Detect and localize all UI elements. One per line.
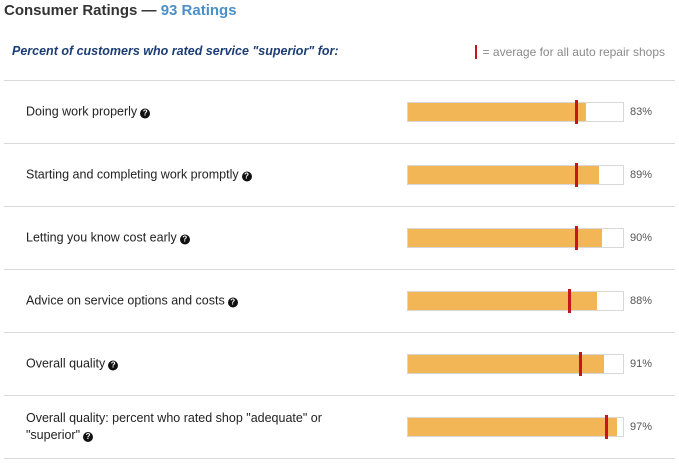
rating-row: Letting you know cost early? 90% — [4, 207, 675, 270]
rating-label: Overall quality? — [26, 356, 356, 373]
rating-bar-fill — [408, 292, 598, 310]
average-marker — [574, 226, 578, 250]
average-marker — [574, 100, 578, 124]
rating-row: Advice on service options and costs? 88% — [4, 270, 675, 333]
rating-row: Overall quality? 91% — [4, 333, 675, 396]
rating-percent: 89% — [630, 169, 653, 181]
rating-label: Doing work properly? — [26, 104, 356, 121]
rating-label: Starting and completing work promptly? — [26, 167, 356, 184]
rating-percent: 91% — [630, 358, 653, 370]
average-marker — [604, 415, 608, 439]
rating-percent: 90% — [630, 232, 653, 244]
ratings-title: Consumer Ratings — — [4, 2, 157, 19]
rating-row: Starting and completing work promptly? 89… — [4, 144, 675, 207]
rating-label-text: Starting and completing work promptly — [26, 167, 239, 182]
ratings-header: Consumer Ratings — 93 Ratings — [4, 2, 237, 19]
rating-row: Overall quality: percent who rated shop … — [4, 396, 675, 459]
rating-label: Overall quality: percent who rated shop … — [26, 410, 356, 444]
rating-bar-fill — [408, 229, 602, 247]
question-circle-icon[interactable]: ? — [108, 360, 119, 371]
question-circle-icon[interactable]: ? — [83, 432, 94, 442]
rating-bar-fill — [408, 166, 600, 184]
rating-bar — [407, 352, 624, 376]
rating-label-text: Letting you know cost early — [26, 230, 177, 245]
question-circle-icon[interactable]: ? — [179, 234, 190, 245]
rating-bar — [407, 226, 624, 250]
average-marker-icon — [474, 45, 477, 59]
average-marker — [568, 289, 572, 313]
average-marker — [579, 352, 582, 376]
rating-label-text: Advice on service options and costs — [26, 293, 225, 308]
rating-bar — [407, 289, 624, 313]
rating-percent: 83% — [630, 106, 653, 118]
rating-bar-fill — [408, 103, 587, 121]
rating-label: Letting you know cost early? — [26, 230, 356, 247]
ratings-list: Doing work properly? 83% Starting and comp… — [4, 80, 675, 459]
rating-label-text: Doing work properly — [26, 104, 138, 119]
average-legend: = average for all auto repair shops — [474, 45, 665, 59]
rating-bar — [407, 163, 624, 187]
rating-bar — [407, 100, 624, 124]
rating-label-text: Overall quality — [26, 356, 106, 371]
ratings-subheading: Percent of customers who rated service "… — [12, 44, 339, 58]
rating-label-text: Overall quality: percent who rated shop … — [26, 411, 322, 442]
rating-row: Doing work properly? 83% — [4, 81, 675, 144]
rating-bar-fill — [408, 418, 617, 436]
ratings-count-link[interactable]: 93 Ratings — [160, 2, 237, 19]
question-circle-icon[interactable]: ? — [241, 171, 252, 182]
rating-percent: 97% — [630, 421, 653, 433]
question-circle-icon[interactable]: ? — [227, 297, 238, 308]
rating-label: Advice on service options and costs? — [26, 293, 356, 310]
rating-bar-fill — [408, 355, 604, 373]
rating-percent: 88% — [630, 295, 653, 307]
question-circle-icon[interactable]: ? — [140, 108, 151, 119]
legend-text: = average for all auto repair shops — [482, 45, 665, 59]
rating-bar — [407, 415, 624, 439]
average-marker — [574, 163, 578, 187]
